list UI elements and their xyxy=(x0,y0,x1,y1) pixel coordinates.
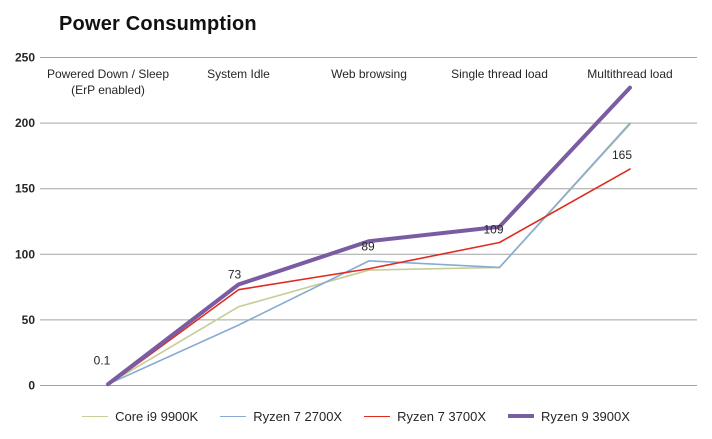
data-point-label: 73 xyxy=(228,268,242,282)
data-point-label: 0.1 xyxy=(94,353,111,367)
chart-legend: Core i9 9900K Ryzen 7 2700X Ryzen 7 3700X R… xyxy=(0,403,712,429)
legend-line-sample xyxy=(82,415,109,417)
legend-item-ryzen-9-3900x: Ryzen 9 3900X xyxy=(508,409,630,424)
series-line-ryzen-7-3700x xyxy=(107,168,631,387)
legend-item-ryzen-7-3700x: Ryzen 7 3700X xyxy=(364,409,486,424)
category-label: (ErP enabled) xyxy=(71,83,145,97)
y-axis-tick-label: 250 xyxy=(15,51,35,65)
category-label: Web browsing xyxy=(331,67,407,81)
series-line-ryzen-9-3900x xyxy=(106,85,632,387)
data-point-label: 109 xyxy=(483,222,503,236)
y-axis-tick-label: 50 xyxy=(22,313,36,327)
category-label: System Idle xyxy=(207,67,270,81)
chart-title: Power Consumption xyxy=(59,13,257,35)
category-label: Powered Down / Sleep xyxy=(47,67,169,81)
legend-label: Ryzen 9 3900X xyxy=(541,408,630,424)
data-point-label: 89 xyxy=(361,240,375,254)
series-line-ryzen-7-2700x xyxy=(107,122,631,385)
y-axis-tick-label: 0 xyxy=(28,379,35,393)
legend-line-sample xyxy=(220,415,247,417)
category-label: Multithread load xyxy=(587,67,672,81)
legend-label: Core i9 9900K xyxy=(115,408,199,424)
y-axis-tick-label: 200 xyxy=(15,116,35,130)
legend-line-sample xyxy=(364,415,391,417)
y-axis-tick-label: 150 xyxy=(15,182,35,196)
legend-item-ryzen-7-2700x: Ryzen 7 2700X xyxy=(220,409,342,424)
category-label: Single thread load xyxy=(451,67,548,81)
legend-item-core-i9-9900k: Core i9 9900K xyxy=(82,409,198,424)
legend-label: Ryzen 7 2700X xyxy=(253,408,343,424)
legend-line-sample xyxy=(508,414,535,418)
legend-label: Ryzen 7 3700X xyxy=(397,408,487,424)
y-axis-tick-label: 100 xyxy=(15,247,35,261)
data-point-label: 165 xyxy=(612,148,632,162)
